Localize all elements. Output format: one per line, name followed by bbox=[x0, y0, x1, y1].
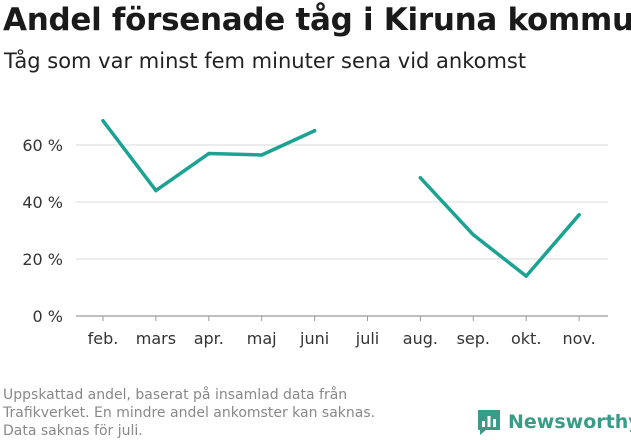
newsworthy-logo-icon bbox=[478, 410, 500, 435]
footnote-line: Trafikverket. En mindre andel ankomster … bbox=[3, 405, 376, 421]
x-tick-label: aug. bbox=[403, 329, 438, 348]
y-tick-label: 20 % bbox=[22, 250, 63, 269]
data-point bbox=[101, 119, 105, 123]
x-tick-label: okt. bbox=[511, 329, 541, 348]
y-tick-label: 60 % bbox=[22, 136, 63, 155]
x-tick-label: feb. bbox=[88, 329, 119, 348]
x-tick-label: mars bbox=[136, 329, 176, 348]
x-tick-label: sep. bbox=[457, 329, 490, 348]
x-tick-label: nov. bbox=[562, 329, 595, 348]
x-tick-label: maj bbox=[247, 329, 277, 348]
line-chart: 0 % 20 % 40 % 60 % feb. mars apr. maj juni juli au… bbox=[22, 119, 608, 348]
data-point bbox=[312, 129, 317, 133]
series-line bbox=[101, 119, 317, 193]
data-point bbox=[418, 176, 423, 180]
data-point bbox=[524, 274, 528, 278]
x-tick-label: juni bbox=[299, 329, 329, 348]
data-point bbox=[207, 151, 211, 156]
series-line bbox=[418, 176, 581, 278]
x-tick-label: juli bbox=[355, 329, 379, 348]
footnote-line: Data saknas för juli. bbox=[3, 423, 143, 439]
data-point bbox=[154, 188, 158, 193]
y-tick-label: 0 % bbox=[33, 307, 63, 326]
x-tick-label: apr. bbox=[194, 329, 224, 348]
footnote-line: Uppskattad andel, baserat på insamlad da… bbox=[3, 387, 348, 403]
brand-logo: Newsworthy bbox=[476, 408, 631, 436]
data-point bbox=[260, 153, 264, 157]
chart-title: Andel försenade tåg i Kiruna kommun bbox=[3, 2, 631, 38]
footnote: Uppskattad andel, baserat på insamlad da… bbox=[3, 386, 443, 440]
brand-name: Newsworthy bbox=[508, 411, 631, 433]
data-point bbox=[471, 233, 475, 237]
chart-subtitle: Tåg som var minst fem minuter sena vid a… bbox=[4, 49, 527, 73]
data-point bbox=[577, 213, 581, 217]
y-tick-label: 40 % bbox=[22, 193, 63, 212]
